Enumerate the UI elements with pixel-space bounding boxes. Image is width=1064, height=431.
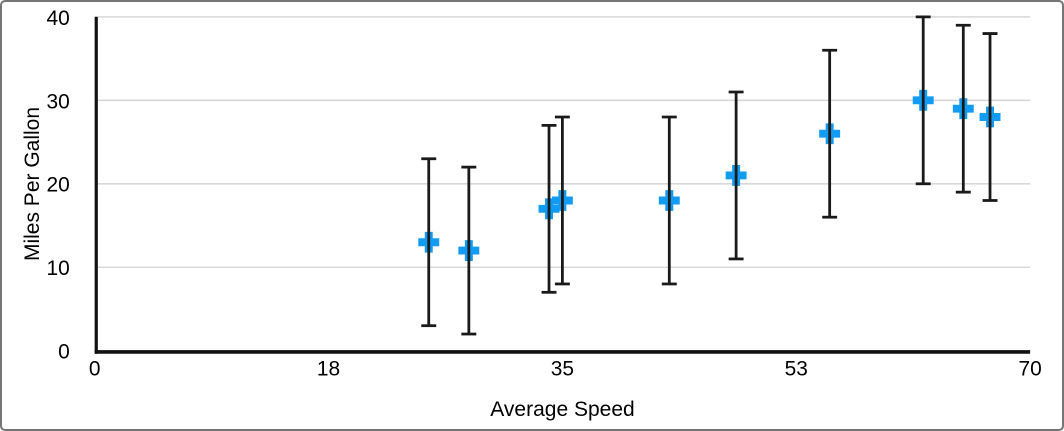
- y-tick-label: 10: [46, 257, 69, 280]
- y-axis-title: Miles Per Gallon: [21, 106, 44, 262]
- x-tick-label: 18: [317, 358, 340, 381]
- x-axis-title: Average Speed: [490, 398, 635, 421]
- x-tick-label: 70: [1018, 358, 1041, 381]
- x-tick-label: 53: [785, 358, 808, 381]
- y-tick-label: 30: [46, 90, 69, 113]
- x-tick-label: 35: [551, 358, 574, 381]
- y-tick-label: 0: [58, 341, 70, 364]
- y-tick-label: 40: [46, 7, 69, 30]
- y-tick-label: 20: [46, 174, 69, 197]
- x-tick-label: 0: [89, 358, 101, 381]
